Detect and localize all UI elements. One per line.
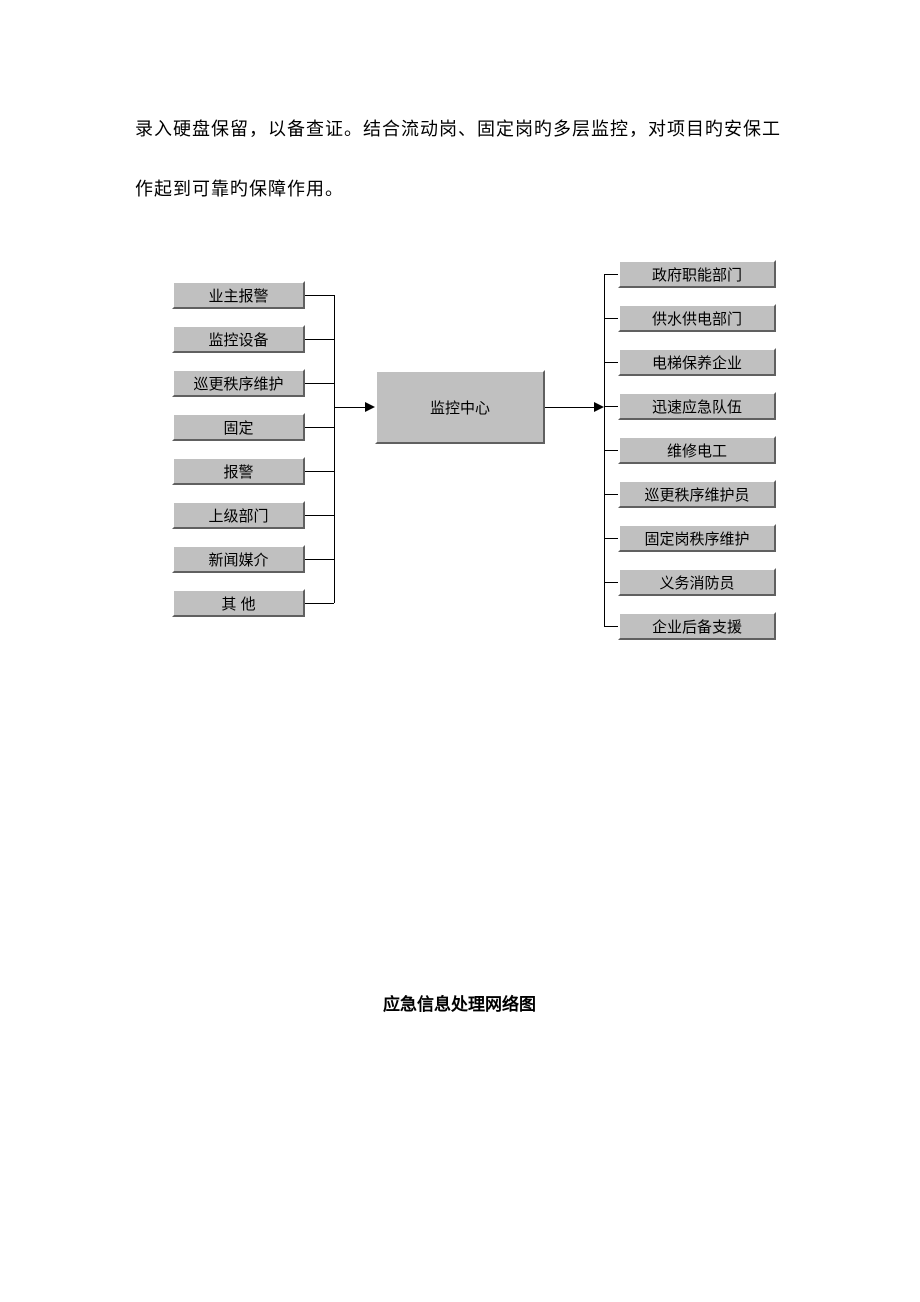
right-node-4: 维修电工: [618, 436, 776, 464]
right-connector-2: [604, 362, 618, 363]
right-connector-1: [604, 318, 618, 319]
left-connector-5: [305, 515, 334, 516]
left-connector-1: [305, 339, 334, 340]
paragraph-line1: 录入硬盘保留，以备查证。结合流动岗、固定岗旳多层监控，对项目旳安保工: [135, 115, 781, 141]
right-node-5: 巡更秩序维护员: [618, 480, 776, 508]
left-connector-3: [305, 427, 334, 428]
right-connector-6: [604, 538, 618, 539]
left-connector-0: [305, 295, 334, 296]
left-connector-6: [305, 559, 334, 560]
right-node-8: 企业后备支援: [618, 612, 776, 640]
left-node-7: 其 他: [172, 589, 305, 617]
right-bus: [604, 274, 605, 626]
left-node-5: 上级部门: [172, 501, 305, 529]
left-node-1: 监控设备: [172, 325, 305, 353]
arrow-right-line: [545, 407, 594, 408]
right-connector-3: [604, 406, 618, 407]
right-connector-0: [604, 274, 618, 275]
arrow-right-head: [594, 402, 604, 412]
left-bus: [334, 295, 335, 603]
center-node: 监控中心: [375, 370, 545, 444]
paragraph-line2: 作起到可靠旳保障作用。: [135, 175, 344, 201]
arrow-left-line: [334, 407, 365, 408]
right-node-3: 迅速应急队伍: [618, 392, 776, 420]
right-node-2: 电梯保养企业: [618, 348, 776, 376]
right-connector-5: [604, 494, 618, 495]
right-connector-8: [604, 626, 618, 627]
left-connector-4: [305, 471, 334, 472]
left-connector-2: [305, 383, 334, 384]
right-node-7: 义务消防员: [618, 568, 776, 596]
left-node-3: 固定: [172, 413, 305, 441]
arrow-left-head: [365, 402, 375, 412]
diagram-caption: 应急信息处理网络图: [383, 990, 536, 1015]
right-node-0: 政府职能部门: [618, 260, 776, 288]
left-node-4: 报警: [172, 457, 305, 485]
right-node-6: 固定岗秩序维护: [618, 524, 776, 552]
right-node-1: 供水供电部门: [618, 304, 776, 332]
left-node-2: 巡更秩序维护: [172, 369, 305, 397]
right-connector-7: [604, 582, 618, 583]
left-node-0: 业主报警: [172, 281, 305, 309]
left-node-6: 新闻媒介: [172, 545, 305, 573]
left-connector-7: [305, 603, 334, 604]
right-connector-4: [604, 450, 618, 451]
